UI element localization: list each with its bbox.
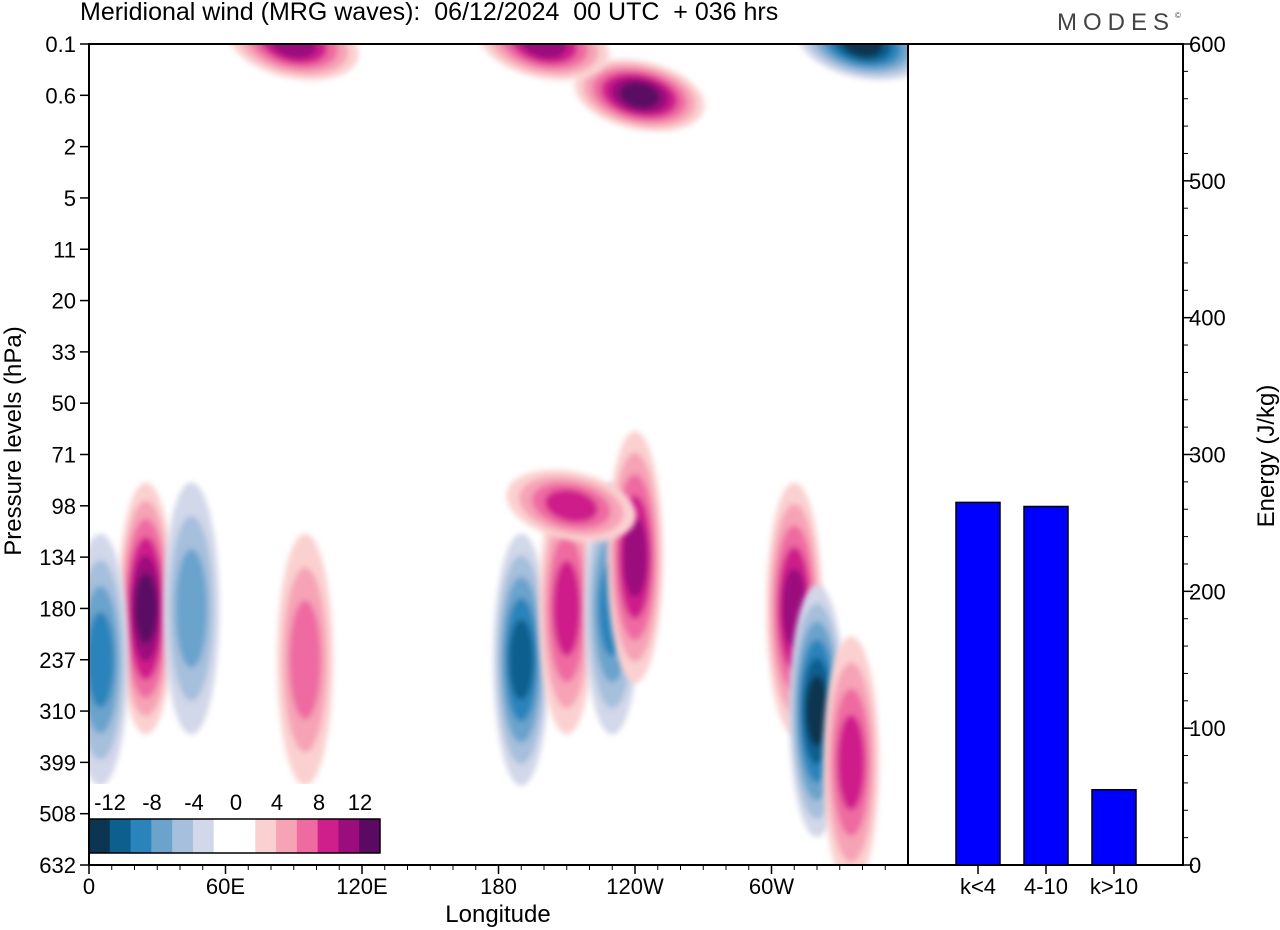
bar-y-tick-label: 200 <box>1189 579 1226 604</box>
contour-band <box>89 612 115 708</box>
y-tick-label: 50 <box>52 391 76 416</box>
chart-title: Meridional wind (MRG waves): 06/12/2024 … <box>80 0 779 26</box>
wind-feature <box>823 636 880 865</box>
bar-y-tick-label: 400 <box>1189 306 1226 331</box>
y-tick-label: 310 <box>39 699 76 724</box>
bar-x-tick-label: k>10 <box>1090 874 1138 899</box>
y-tick-label: 5 <box>64 186 76 211</box>
bar-y-tick-label: 600 <box>1189 32 1226 57</box>
colorbar-label: 12 <box>348 790 372 815</box>
wind-feature <box>506 469 637 542</box>
colorbar: -12 -8 -4 0 4 8 12 <box>87 784 382 856</box>
colorbar-swatch <box>296 819 319 853</box>
contour-band <box>842 44 883 58</box>
y-tick-label: 134 <box>39 545 76 570</box>
bar-y-tick-label: 300 <box>1189 443 1226 468</box>
colorbar-swatch <box>213 819 235 853</box>
bar-y-tick-label: 100 <box>1189 716 1226 741</box>
contour-band <box>622 516 648 598</box>
wind-feature <box>493 533 550 786</box>
y-tick-label: 98 <box>52 494 76 519</box>
brand-mark: © <box>1175 11 1181 20</box>
x-tick-label: 0 <box>83 874 95 899</box>
colorbar-swatch <box>234 819 256 853</box>
wind-heatmap: -12 -8 -4 0 4 8 12 0 60E 120E 180 120W 60W 0.1 0.6 2 5… <box>0 32 909 928</box>
y-axis: 0.1 0.6 2 5 11 20 33 50 71 98 134 180 237 310 399 508 63… <box>39 32 89 878</box>
wind-feature <box>277 533 334 786</box>
colorbar-swatch <box>89 819 111 853</box>
contour-band <box>544 489 598 523</box>
y-tick-label: 508 <box>39 802 76 827</box>
contour-band <box>553 560 581 657</box>
colorbar-label: -8 <box>142 790 162 815</box>
energy-bar-chart: k<4 4-10 k>10 0 100 200 300 400 500 600 Energy (… <box>907 32 1280 899</box>
contour-band <box>134 573 158 644</box>
colorbar-swatch <box>317 819 339 853</box>
bar-x-axis: k<4 4-10 k>10 <box>960 865 1138 899</box>
x-tick-label: 120E <box>336 874 387 899</box>
y-tick-label: 11 <box>53 237 76 262</box>
contour-band <box>805 675 829 747</box>
contour-band <box>837 714 865 811</box>
colorbar-swatch <box>192 819 215 853</box>
brand-text: MODES <box>1057 9 1176 36</box>
contour-band <box>508 619 534 701</box>
colorbar-swatch <box>359 819 381 853</box>
y-axis-title: Pressure levels (hPa) <box>0 326 27 555</box>
contour-band <box>175 549 208 668</box>
y-tick-label: 0.1 <box>45 32 76 57</box>
energy-bar <box>1091 788 1137 866</box>
bar-y-axis: 0 100 200 300 400 500 600 <box>1183 32 1226 878</box>
y-tick-label: 0.6 <box>45 83 76 108</box>
y-tick-label: 237 <box>39 648 76 673</box>
colorbar-swatch <box>151 819 173 853</box>
contour-band <box>619 82 660 109</box>
x-tick-label: 60E <box>206 874 245 899</box>
x-tick-label: 60W <box>749 874 794 899</box>
heatmap-background <box>89 44 908 865</box>
colorbar-swatch <box>109 819 132 853</box>
wind-feature <box>117 482 174 735</box>
colorbar-label: -4 <box>184 790 204 815</box>
wind-feature <box>163 482 220 735</box>
bar-y-tick-label: 500 <box>1189 169 1226 194</box>
wind-feature <box>766 482 823 735</box>
x-axis: 0 60E 120E 180 120W 60W <box>83 865 886 899</box>
bar-y-tick-label: 0 <box>1189 853 1201 878</box>
colorbar-swatch <box>338 819 360 853</box>
x-tick-label: 120W <box>606 874 664 899</box>
colorbar-label: -12 <box>94 790 126 815</box>
y-tick-label: 399 <box>39 750 76 775</box>
y-tick-label: 2 <box>64 135 76 160</box>
energy-bar <box>955 501 1001 866</box>
bar-x-tick-label: k<4 <box>960 874 996 899</box>
wind-contours <box>89 44 908 865</box>
energy-bar <box>1023 505 1069 866</box>
y-tick-label: 33 <box>52 340 76 365</box>
colorbar-label: 8 <box>313 790 325 815</box>
bar-y-axis-title: Energy (J/kg) <box>1253 385 1280 528</box>
y-tick-label: 20 <box>52 289 76 314</box>
energy-bars <box>955 501 1137 866</box>
wind-feature <box>538 482 595 735</box>
colorbar-label: 4 <box>271 790 283 815</box>
x-tick-label: 180 <box>480 874 517 899</box>
colorbar-swatch <box>172 819 194 853</box>
contour-band <box>289 600 321 720</box>
colorbar-swatch <box>130 819 152 853</box>
bar-x-tick-label: 4-10 <box>1024 874 1068 899</box>
contour-band <box>521 44 567 59</box>
y-tick-label: 632 <box>39 853 76 878</box>
colorbar-swatch <box>255 819 277 853</box>
y-tick-label: 180 <box>39 596 76 621</box>
y-tick-label: 71 <box>52 443 76 468</box>
colorbar-swatch <box>276 819 298 853</box>
colorbar-label: 0 <box>230 790 242 815</box>
brand-logo: MODES© <box>1057 9 1181 37</box>
x-axis-title: Longitude <box>445 901 550 928</box>
wind-feature <box>89 533 129 786</box>
wind-feature <box>574 59 705 132</box>
wind-feature <box>607 431 663 684</box>
